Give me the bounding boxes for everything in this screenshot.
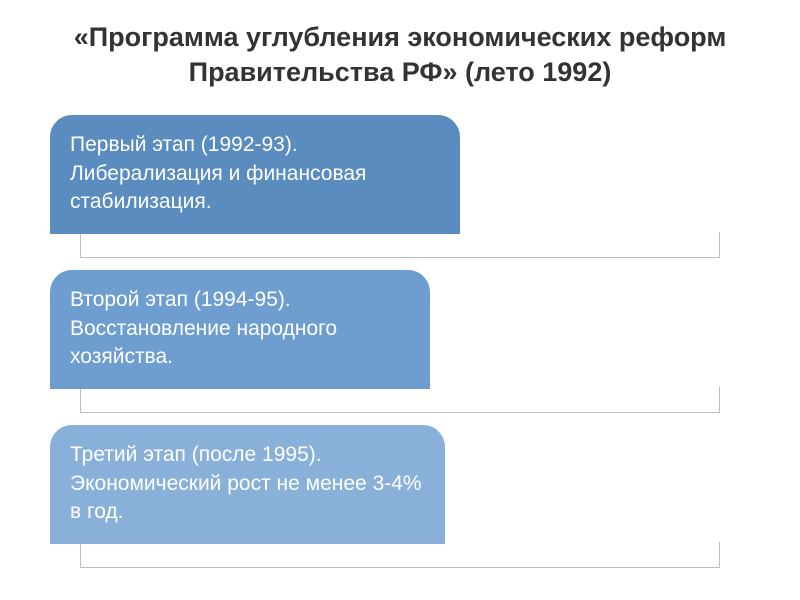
- stage-item: Третий этап (после 1995). Экономический …: [50, 425, 750, 568]
- stage-box-2: Второй этап (1994-95). Восстановление на…: [50, 270, 430, 389]
- stage-text: Второй этап (1994-95). Восстановление на…: [70, 288, 337, 368]
- connector: [80, 387, 720, 413]
- stage-item: Второй этап (1994-95). Восстановление на…: [50, 270, 750, 413]
- page-title: «Программа углубления экономических рефо…: [0, 0, 800, 115]
- stage-text: Первый этап (1992-93). Либерализация и ф…: [70, 133, 366, 213]
- stage-box-3: Третий этап (после 1995). Экономический …: [50, 425, 445, 544]
- connector: [80, 232, 720, 258]
- stage-list: Первый этап (1992-93). Либерализация и ф…: [0, 115, 800, 568]
- connector: [80, 542, 720, 568]
- stage-box-1: Первый этап (1992-93). Либерализация и ф…: [50, 115, 460, 234]
- stage-item: Первый этап (1992-93). Либерализация и ф…: [50, 115, 750, 258]
- stage-text: Третий этап (после 1995). Экономический …: [70, 443, 422, 523]
